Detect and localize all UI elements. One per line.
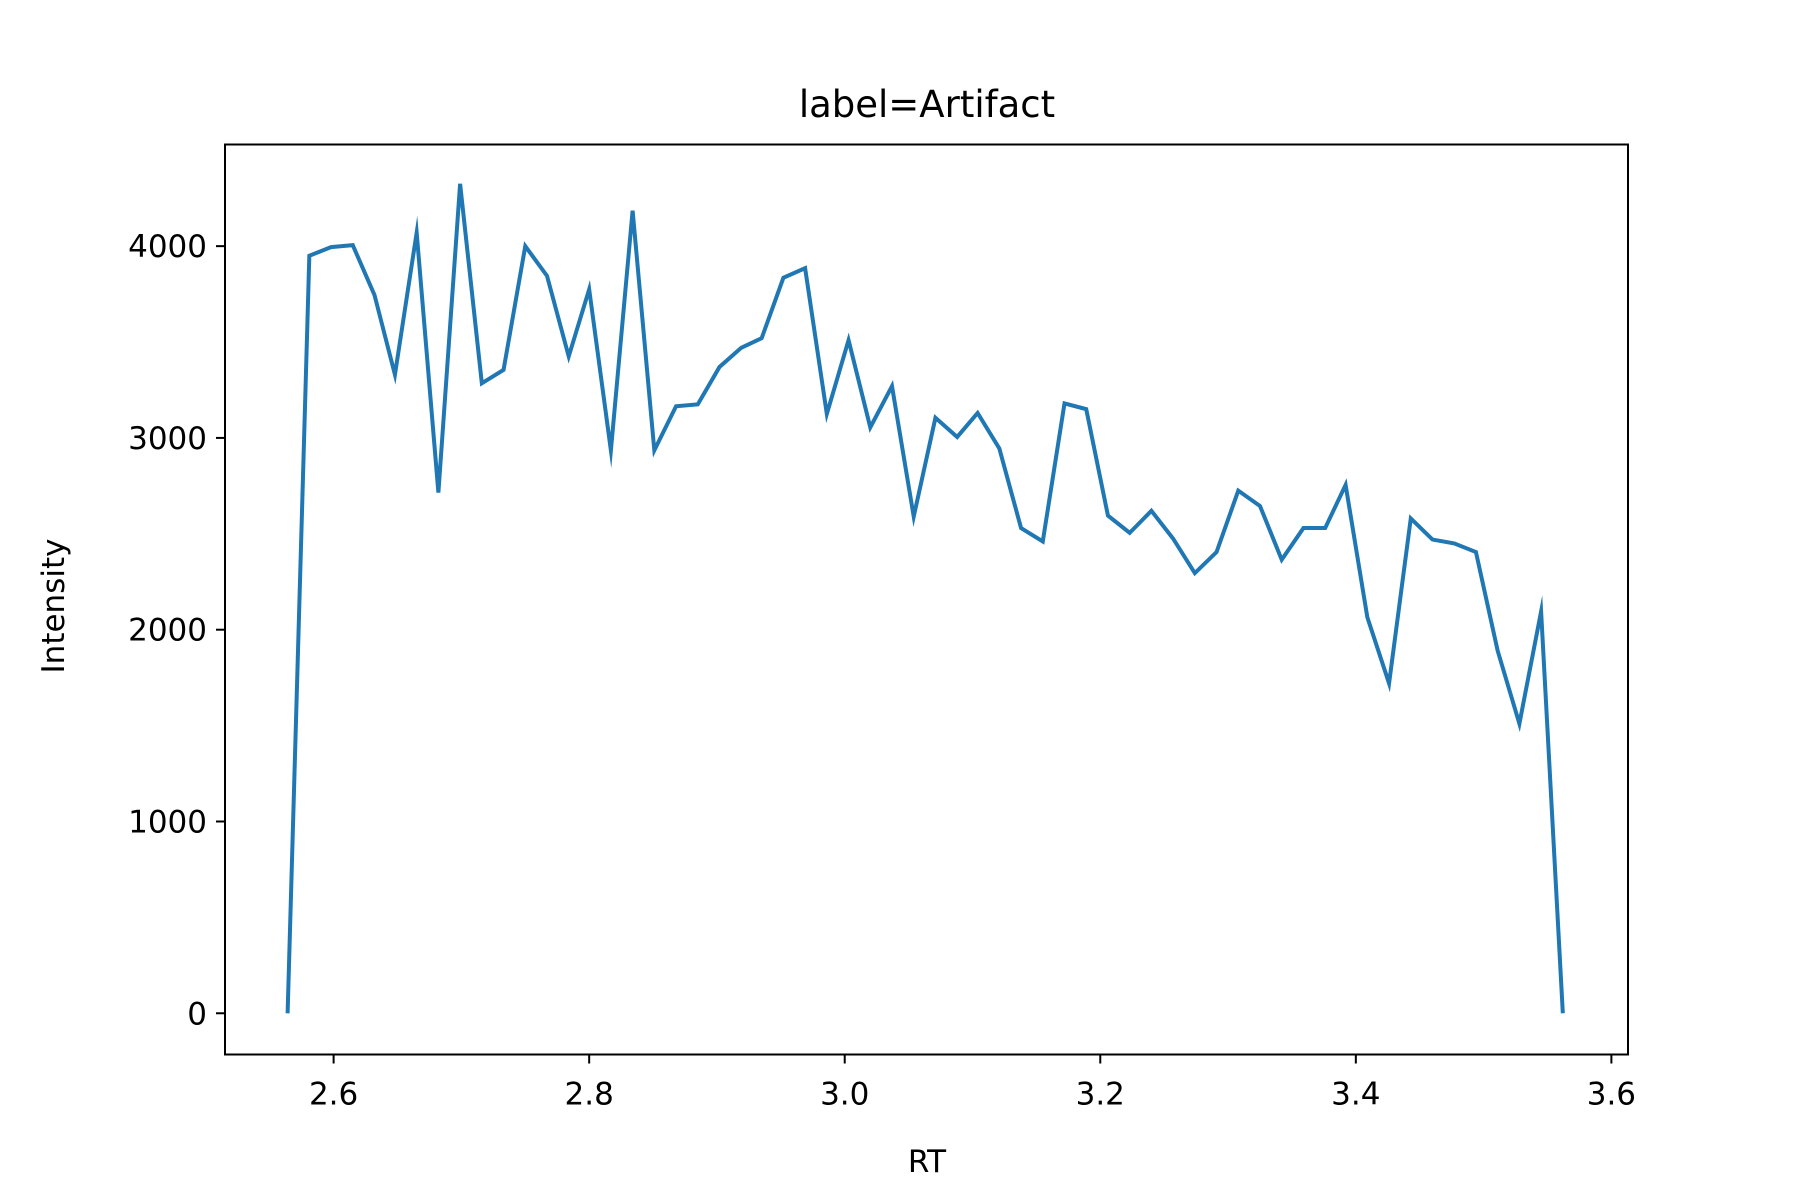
plot-frame (224, 143, 1629, 1056)
x-tick-label: 3.0 (820, 1077, 869, 1113)
series-line (285, 183, 1565, 1014)
y-tick-label: 2000 (128, 613, 207, 649)
chart-title: label=Artifact (799, 83, 1055, 126)
x-tick-label: 2.6 (309, 1077, 358, 1113)
x-axis: 2.6 2.8 3.0 3.2 3.4 3.6 (309, 1054, 1636, 1113)
y-tick-label: 0 (187, 996, 207, 1032)
y-axis-title: Intensity (36, 539, 72, 674)
y-axis: 0 1000 2000 3000 4000 (128, 229, 225, 1032)
y-tick-label: 1000 (128, 804, 207, 840)
x-tick-label: 3.6 (1587, 1077, 1636, 1113)
x-tick-label: 2.8 (565, 1077, 614, 1113)
plot-area (285, 183, 1565, 1014)
y-tick-label: 3000 (128, 421, 207, 457)
x-axis-title: RT (908, 1144, 947, 1180)
x-tick-label: 3.4 (1331, 1077, 1380, 1113)
y-tick-label: 4000 (128, 229, 207, 265)
x-tick-label: 3.2 (1076, 1077, 1125, 1113)
